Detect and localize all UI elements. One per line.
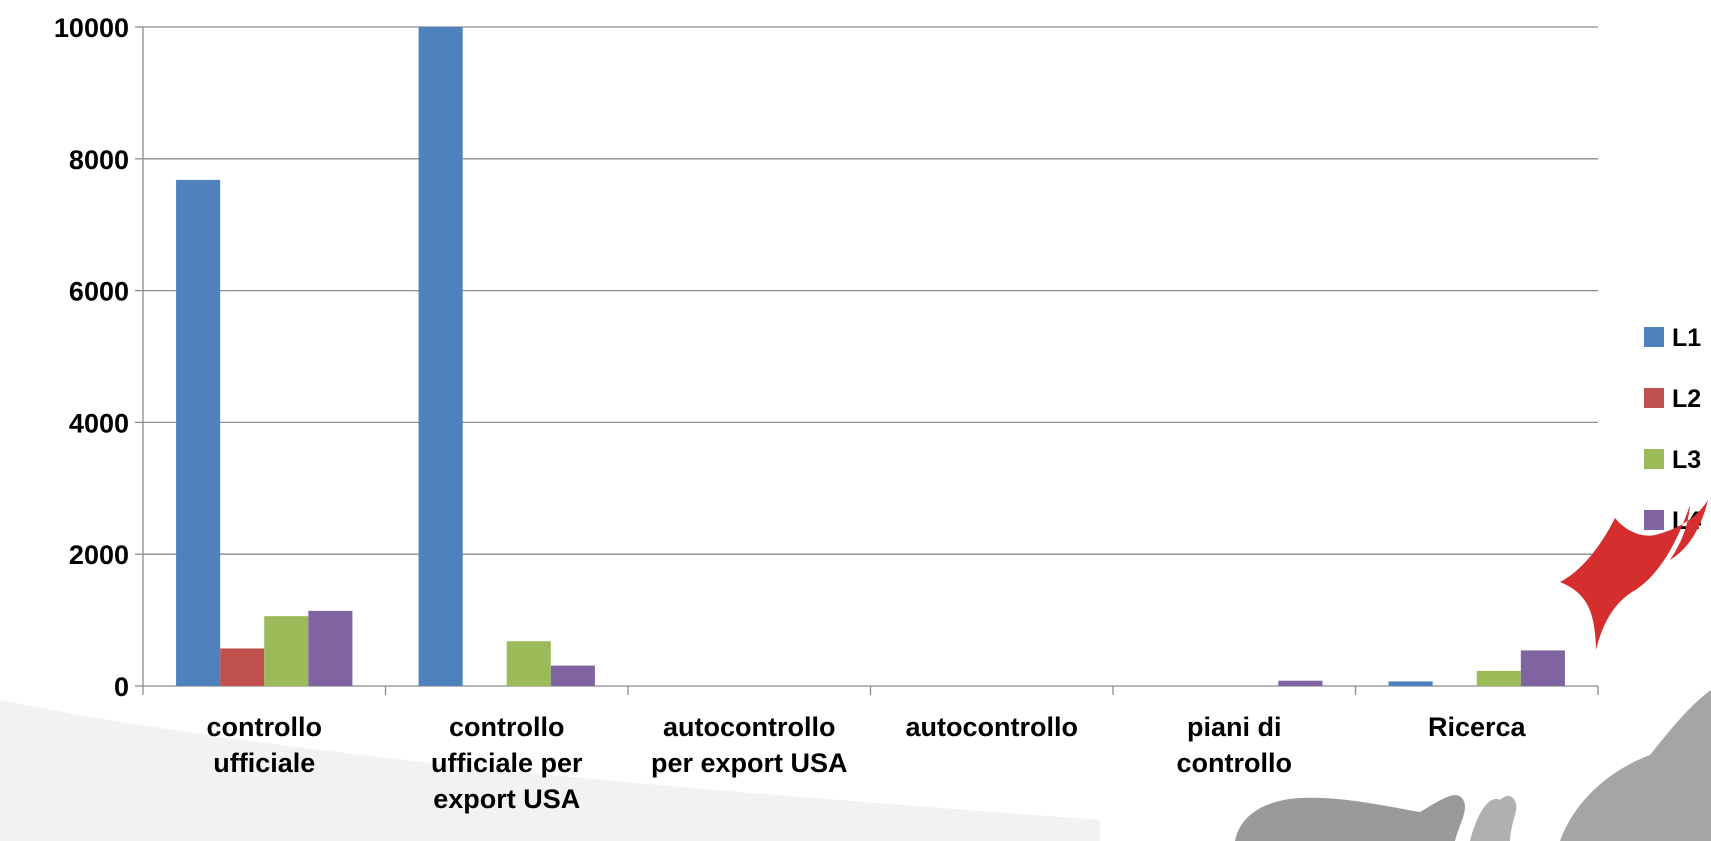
y-tick-label: 2000 (69, 540, 129, 570)
y-tick-label: 6000 (69, 277, 129, 307)
x-category-label: piani di (1187, 712, 1282, 742)
y-tick-labels: 0 2000 4000 6000 8000 10000 (54, 13, 129, 702)
bar-l1 (418, 27, 463, 686)
axes (135, 26, 1599, 695)
x-category-label: autocontrollo (663, 712, 835, 742)
legend-label: L3 (1672, 446, 1701, 474)
y-tick-label: 10000 (54, 13, 129, 43)
bar-l2 (220, 648, 265, 686)
x-category-label: autocontrollo (906, 712, 1078, 742)
x-category-labels: controllo ufficiale controllo ufficiale per… (207, 712, 1527, 814)
legend-label: L1 (1672, 324, 1701, 352)
gridlines (143, 26, 1598, 555)
x-category-label: export USA (433, 784, 580, 814)
animal-silhouettes-icon (1560, 690, 1711, 841)
legend-swatch-l3 (1644, 449, 1664, 469)
swallow-logo-icon (1560, 500, 1708, 650)
animal-silhouettes-icon (1470, 795, 1517, 841)
bar-l4 (550, 665, 595, 686)
bar-l4 (1520, 650, 1565, 686)
legend: L1L2L3L4 (1644, 324, 1701, 535)
bar-l3 (264, 616, 309, 686)
bar-l1 (176, 179, 221, 686)
bar-l3 (506, 641, 551, 686)
legend-swatch-l1 (1644, 327, 1664, 347)
legend-swatch-l2 (1644, 388, 1664, 408)
bars (176, 27, 1565, 686)
legend-swatch-l4 (1644, 510, 1664, 530)
bar-l3 (1476, 670, 1521, 686)
x-category-label: Ricerca (1428, 712, 1527, 742)
background-decoration (0, 690, 1711, 841)
x-category-label: ufficiale (213, 748, 315, 778)
x-category-label: controllo (449, 712, 565, 742)
legend-label: L2 (1672, 385, 1701, 413)
x-category-label: controllo (207, 712, 323, 742)
y-tick-label: 0 (114, 672, 129, 702)
y-tick-label: 8000 (69, 145, 129, 175)
bar-l4 (1278, 680, 1323, 686)
x-category-label: per export USA (651, 748, 848, 778)
bar-l4 (308, 610, 353, 686)
animal-silhouettes-icon (1235, 795, 1465, 841)
bar-l1 (1388, 681, 1433, 686)
x-category-label: controllo (1177, 748, 1293, 778)
y-tick-label: 4000 (69, 408, 129, 438)
x-category-label: ufficiale per (431, 748, 583, 778)
background-swoosh (0, 700, 1100, 841)
